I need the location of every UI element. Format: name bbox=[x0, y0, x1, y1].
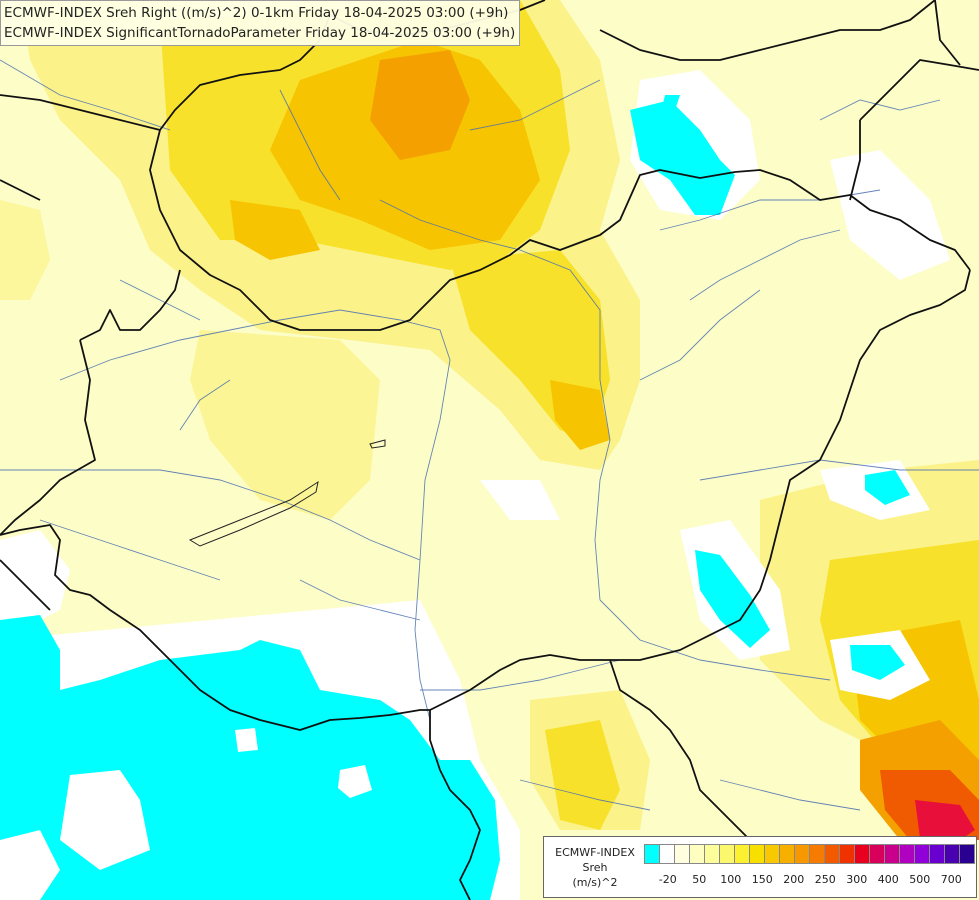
field-white-holes bbox=[0, 728, 372, 900]
legend-tick-label: 500 bbox=[909, 873, 931, 886]
legend-swatch bbox=[855, 844, 870, 864]
legend-tick-label: 300 bbox=[846, 873, 868, 886]
color-legend: ECMWF-INDEX Sreh (m/s)^2 -20 50 100 150 200 2… bbox=[543, 836, 977, 898]
legend-tick-label: 700 bbox=[940, 873, 962, 886]
field-crimson bbox=[915, 800, 975, 840]
legend-parameter: Sreh bbox=[582, 861, 608, 874]
legend-swatch bbox=[690, 844, 705, 864]
legend-swatch bbox=[705, 844, 720, 864]
title-line-1: ECMWF-INDEX Sreh Right ((m/s)^2) 0-1km F… bbox=[4, 5, 509, 21]
legend-tick-label: -20 bbox=[658, 873, 677, 886]
legend-swatch bbox=[870, 844, 885, 864]
legend-swatch bbox=[825, 844, 840, 864]
legend-swatch bbox=[900, 844, 915, 864]
legend-tick-label: 150 bbox=[751, 873, 773, 886]
legend-swatch bbox=[810, 844, 825, 864]
legend-swatch bbox=[885, 844, 900, 864]
legend-swatch bbox=[675, 844, 690, 864]
legend-swatch bbox=[765, 844, 780, 864]
rivers bbox=[0, 59, 979, 811]
lake bbox=[188, 480, 319, 547]
legend-swatch bbox=[645, 844, 660, 864]
legend-swatch bbox=[750, 844, 765, 864]
legend-swatch bbox=[840, 844, 855, 864]
legend-swatch bbox=[945, 844, 960, 864]
legend-tick-label: 100 bbox=[720, 873, 742, 886]
legend-unit: (m/s)^2 bbox=[572, 876, 618, 889]
legend-model: ECMWF-INDEX bbox=[555, 846, 635, 859]
legend-swatch bbox=[915, 844, 930, 864]
title-line-2: ECMWF-INDEX SignificantTornadoParameter … bbox=[4, 25, 516, 41]
legend-swatch bbox=[930, 844, 945, 864]
legend-swatch bbox=[780, 844, 795, 864]
map-title: ECMWF-INDEX Sreh Right ((m/s)^2) 0-1km F… bbox=[0, 0, 521, 46]
legend-tick-label: 50 bbox=[692, 873, 707, 886]
legend-swatch bbox=[660, 844, 675, 864]
legend-tick-label: 250 bbox=[814, 873, 836, 886]
legend-swatch bbox=[735, 844, 750, 864]
legend-swatch bbox=[960, 844, 975, 864]
legend-swatch bbox=[720, 844, 735, 864]
legend-tick-label: 400 bbox=[877, 873, 899, 886]
small-lake bbox=[369, 439, 386, 449]
legend-tick-label: 200 bbox=[783, 873, 805, 886]
legend-ticks: -20 50 100 150 200 250 300 400 500 700 bbox=[644, 873, 974, 889]
legend-color-bar bbox=[644, 844, 975, 864]
legend-swatch bbox=[795, 844, 810, 864]
legend-labels: ECMWF-INDEX Sreh (m/s)^2 bbox=[548, 845, 642, 890]
